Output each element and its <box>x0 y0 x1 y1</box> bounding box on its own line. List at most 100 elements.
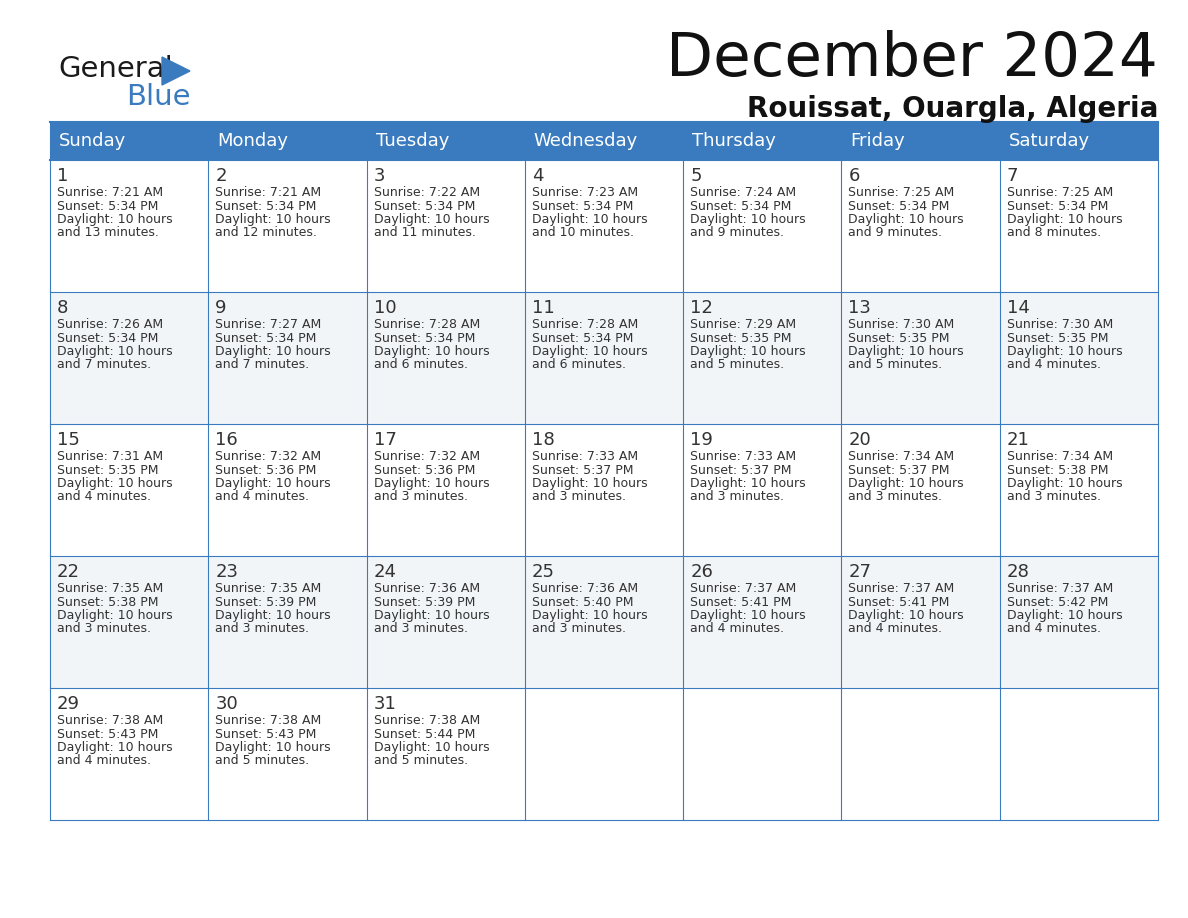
Text: Sunrise: 7:26 AM: Sunrise: 7:26 AM <box>57 318 163 331</box>
Text: 29: 29 <box>57 695 80 713</box>
Text: and 3 minutes.: and 3 minutes. <box>215 622 309 635</box>
Bar <box>208 160 367 292</box>
Text: Sunrise: 7:37 AM: Sunrise: 7:37 AM <box>1006 582 1113 595</box>
Text: Daylight: 10 hours: Daylight: 10 hours <box>57 741 172 754</box>
Bar <box>367 160 525 292</box>
Text: and 4 minutes.: and 4 minutes. <box>1006 622 1101 635</box>
Text: 21: 21 <box>1006 431 1030 449</box>
Text: and 5 minutes.: and 5 minutes. <box>690 359 784 372</box>
Text: Sunset: 5:38 PM: Sunset: 5:38 PM <box>57 596 158 609</box>
Text: 2: 2 <box>215 167 227 185</box>
Text: Sunset: 5:35 PM: Sunset: 5:35 PM <box>690 331 791 344</box>
Text: and 3 minutes.: and 3 minutes. <box>532 622 626 635</box>
Text: Saturday: Saturday <box>1009 132 1089 150</box>
Text: and 7 minutes.: and 7 minutes. <box>57 359 151 372</box>
Text: and 6 minutes.: and 6 minutes. <box>532 359 626 372</box>
Text: Friday: Friday <box>851 132 905 150</box>
Text: Sunset: 5:36 PM: Sunset: 5:36 PM <box>373 464 475 476</box>
Text: and 12 minutes.: and 12 minutes. <box>215 227 317 240</box>
Text: Sunrise: 7:30 AM: Sunrise: 7:30 AM <box>848 318 955 331</box>
Bar <box>1000 160 1158 292</box>
Text: General: General <box>58 55 172 83</box>
Text: Daylight: 10 hours: Daylight: 10 hours <box>848 213 963 226</box>
Text: 23: 23 <box>215 563 239 581</box>
Text: 22: 22 <box>57 563 80 581</box>
Text: Daylight: 10 hours: Daylight: 10 hours <box>373 609 489 622</box>
Text: and 3 minutes.: and 3 minutes. <box>1006 490 1101 503</box>
Text: Sunset: 5:43 PM: Sunset: 5:43 PM <box>215 727 317 741</box>
Text: Daylight: 10 hours: Daylight: 10 hours <box>532 345 647 358</box>
Text: and 6 minutes.: and 6 minutes. <box>373 359 468 372</box>
Text: Sunrise: 7:37 AM: Sunrise: 7:37 AM <box>690 582 796 595</box>
Text: 31: 31 <box>373 695 397 713</box>
Text: Daylight: 10 hours: Daylight: 10 hours <box>690 345 805 358</box>
Bar <box>208 556 367 688</box>
Text: Daylight: 10 hours: Daylight: 10 hours <box>848 477 963 490</box>
Text: Sunrise: 7:33 AM: Sunrise: 7:33 AM <box>532 450 638 463</box>
Text: Daylight: 10 hours: Daylight: 10 hours <box>532 609 647 622</box>
Bar <box>367 292 525 424</box>
Text: and 4 minutes.: and 4 minutes. <box>57 490 151 503</box>
Text: Daylight: 10 hours: Daylight: 10 hours <box>532 477 647 490</box>
Text: Sunset: 5:44 PM: Sunset: 5:44 PM <box>373 727 475 741</box>
Text: 7: 7 <box>1006 167 1018 185</box>
Text: Monday: Monday <box>217 132 289 150</box>
Text: Sunrise: 7:38 AM: Sunrise: 7:38 AM <box>373 714 480 727</box>
Bar <box>50 556 208 688</box>
Bar <box>1000 424 1158 556</box>
Text: Sunrise: 7:32 AM: Sunrise: 7:32 AM <box>215 450 322 463</box>
Text: and 3 minutes.: and 3 minutes. <box>373 622 468 635</box>
Text: Sunset: 5:37 PM: Sunset: 5:37 PM <box>690 464 791 476</box>
Text: Sunrise: 7:28 AM: Sunrise: 7:28 AM <box>373 318 480 331</box>
Bar <box>208 424 367 556</box>
Text: and 3 minutes.: and 3 minutes. <box>690 490 784 503</box>
Text: and 4 minutes.: and 4 minutes. <box>57 755 151 767</box>
Text: and 3 minutes.: and 3 minutes. <box>57 622 151 635</box>
Bar <box>50 160 208 292</box>
Text: Daylight: 10 hours: Daylight: 10 hours <box>215 609 331 622</box>
Text: 15: 15 <box>57 431 80 449</box>
Text: and 8 minutes.: and 8 minutes. <box>1006 227 1101 240</box>
Text: 11: 11 <box>532 299 555 317</box>
Text: Daylight: 10 hours: Daylight: 10 hours <box>690 477 805 490</box>
Bar <box>367 122 525 160</box>
Text: Daylight: 10 hours: Daylight: 10 hours <box>373 345 489 358</box>
Text: 12: 12 <box>690 299 713 317</box>
Text: Blue: Blue <box>126 83 190 111</box>
Bar <box>841 122 1000 160</box>
Text: Sunrise: 7:25 AM: Sunrise: 7:25 AM <box>848 186 955 199</box>
Text: Sunday: Sunday <box>59 132 126 150</box>
Text: Daylight: 10 hours: Daylight: 10 hours <box>57 609 172 622</box>
Text: 14: 14 <box>1006 299 1030 317</box>
Text: and 4 minutes.: and 4 minutes. <box>1006 359 1101 372</box>
Text: 25: 25 <box>532 563 555 581</box>
Polygon shape <box>162 57 190 85</box>
Text: Daylight: 10 hours: Daylight: 10 hours <box>1006 477 1123 490</box>
Bar <box>1000 292 1158 424</box>
Bar <box>50 688 208 820</box>
Text: Sunset: 5:35 PM: Sunset: 5:35 PM <box>57 464 158 476</box>
Bar <box>841 424 1000 556</box>
Text: 3: 3 <box>373 167 385 185</box>
Text: Sunrise: 7:24 AM: Sunrise: 7:24 AM <box>690 186 796 199</box>
Text: Sunrise: 7:31 AM: Sunrise: 7:31 AM <box>57 450 163 463</box>
Text: 5: 5 <box>690 167 702 185</box>
Text: 1: 1 <box>57 167 69 185</box>
Bar <box>367 688 525 820</box>
Text: 16: 16 <box>215 431 238 449</box>
Bar <box>50 122 208 160</box>
Text: Sunrise: 7:36 AM: Sunrise: 7:36 AM <box>373 582 480 595</box>
Text: December 2024: December 2024 <box>666 30 1158 89</box>
Bar <box>367 424 525 556</box>
Text: Daylight: 10 hours: Daylight: 10 hours <box>215 741 331 754</box>
Bar <box>50 424 208 556</box>
Text: Sunrise: 7:28 AM: Sunrise: 7:28 AM <box>532 318 638 331</box>
Text: Sunrise: 7:33 AM: Sunrise: 7:33 AM <box>690 450 796 463</box>
Text: Wednesday: Wednesday <box>533 132 638 150</box>
Text: Daylight: 10 hours: Daylight: 10 hours <box>373 213 489 226</box>
Text: and 5 minutes.: and 5 minutes. <box>215 755 309 767</box>
Text: Sunset: 5:41 PM: Sunset: 5:41 PM <box>848 596 949 609</box>
Text: Thursday: Thursday <box>693 132 776 150</box>
Text: Sunset: 5:34 PM: Sunset: 5:34 PM <box>373 331 475 344</box>
Bar <box>683 122 841 160</box>
